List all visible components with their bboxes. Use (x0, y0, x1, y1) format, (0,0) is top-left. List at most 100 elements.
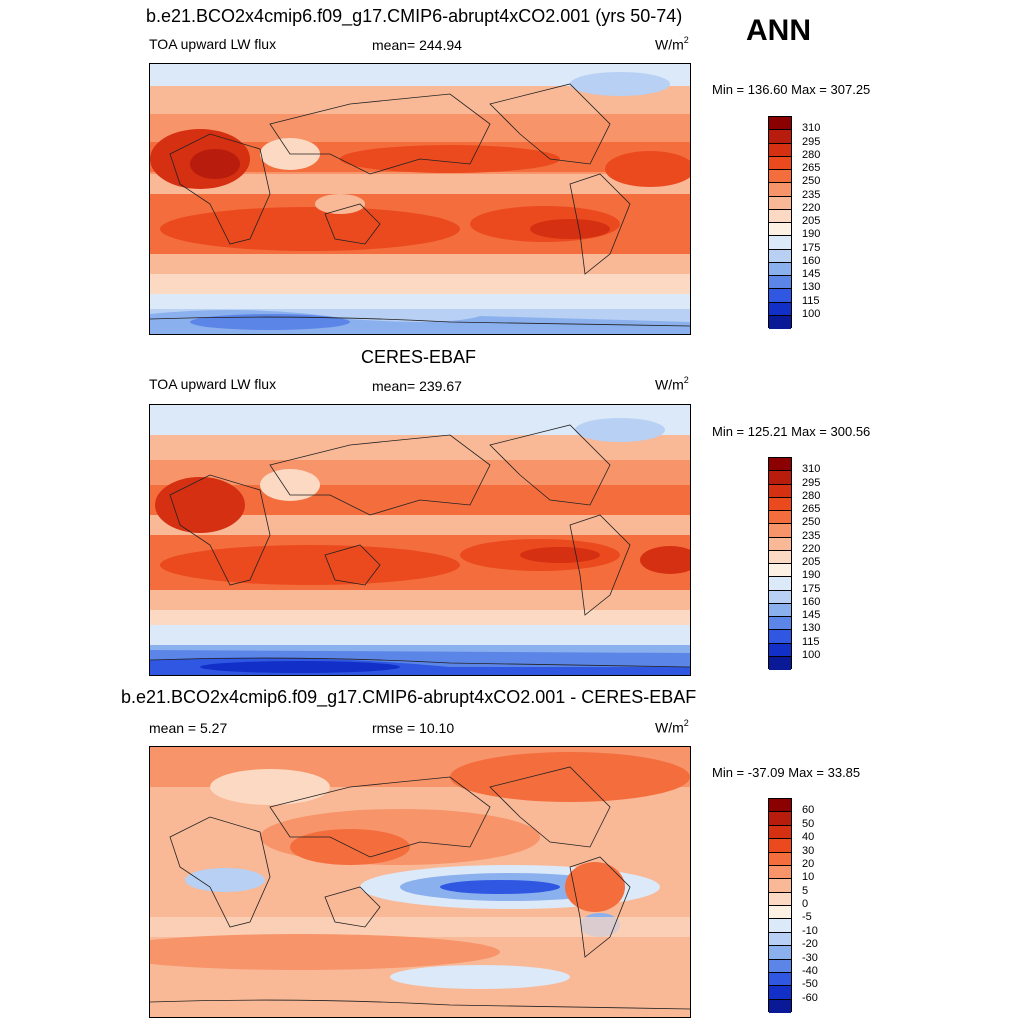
panel3-colorbar-tick-label: 50 (802, 817, 815, 830)
panel2-colorbar-tick-label: 145 (802, 609, 821, 621)
panel1-colorbar-swatch (769, 156, 791, 170)
panel3-colorbar-swatch (769, 946, 791, 960)
panel2-colorbar-tick-label: 265 (802, 503, 821, 515)
panel1-colorbar-tick-label: 160 (802, 254, 821, 267)
panel3-units: W/m2 (655, 718, 689, 736)
panel3-colorbar-swatch (769, 959, 791, 973)
panel2-colorbar-tick-label: 130 (802, 622, 821, 635)
panel3-colorbar-swatch (769, 812, 791, 826)
panel2-colorbar-swatch (769, 497, 791, 511)
panel2-colorbar-tick-label: 235 (802, 529, 821, 542)
panel2-colorbar-swatch (769, 524, 791, 538)
panel2-colorbar-tick-label: 205 (802, 556, 821, 568)
panel2-colorbar-tick-label: 280 (802, 489, 821, 502)
panel3-colorbar-tick-label: -50 (802, 978, 818, 991)
panel1-colorbar-tick-label: 280 (802, 148, 821, 161)
panel1-title: b.e21.BCO2x4cmip6.f09_g17.CMIP6-abrupt4x… (146, 6, 683, 26)
panel1-variable-label: TOA upward LW flux (149, 36, 277, 52)
panel2-colorbar-tick-label: 250 (802, 516, 821, 529)
panel2-colorbar-swatch (769, 564, 791, 578)
panel2-colorbar-tick-label: 220 (802, 542, 821, 555)
panel3-colorbar-swatch (769, 825, 791, 840)
season-label: ANN (746, 14, 811, 47)
panel2-title: CERES-EBAF (361, 347, 477, 367)
panel2-colorbar-tick-label: 190 (802, 569, 821, 582)
panel1-colorbar-swatch (769, 315, 791, 329)
panel1-colorbar-swatch (769, 170, 791, 184)
panel1-colorbar-tick-label: 175 (802, 241, 821, 254)
panel1-colorbar-tick-label: 310 (802, 122, 821, 135)
panel3-colorbar-swatch (769, 892, 791, 906)
panel3-rmse-label: rmse = 10.10 (372, 720, 455, 736)
panel3-colorbar-swatch (769, 919, 791, 933)
panel1-colorbar-swatch (769, 196, 791, 210)
panel2-colorbar-swatch (769, 577, 791, 591)
panel3-title: b.e21.BCO2x4cmip6.f09_g17.CMIP6-abrupt4x… (121, 687, 697, 707)
panel3-colorbar-tick-label: 30 (802, 844, 815, 857)
panel3-colorbar-tick-label: -60 (802, 991, 818, 1004)
panel2-colorbar-swatch (769, 656, 791, 670)
panel1-colorbar-tick-label: 295 (802, 135, 821, 148)
panel3-colorbar-tick-label: -40 (802, 964, 818, 977)
panel3-map (149, 746, 691, 1018)
panel1-colorbar-swatch (769, 209, 791, 223)
panel1-colorbar-swatch (769, 302, 791, 316)
panel2-colorbar (768, 457, 792, 670)
panel1-colorbar-swatch (769, 276, 791, 290)
panel1-colorbar-tick-label: 190 (802, 228, 821, 241)
panel1-colorbar-tick-label: 145 (802, 268, 821, 280)
panel1-colorbar-swatch (769, 183, 791, 197)
panel3-mean-label: mean = 5.27 (149, 720, 228, 736)
panel2-colorbar-swatch (769, 537, 791, 551)
panel1-mean-label: mean= 244.94 (372, 37, 462, 53)
panel1-colorbar-tick-label: 220 (802, 201, 821, 214)
panel3-colorbar-swatch (769, 986, 791, 1000)
panel2-colorbar-swatch (769, 643, 791, 657)
panel1-colorbar-swatch (769, 236, 791, 250)
panel2-colorbar-tick-label: 175 (802, 582, 821, 595)
panel2-colorbar-swatch (769, 590, 791, 604)
panel2-colorbar-swatch (769, 511, 791, 525)
panel1-colorbar-tick-label: 250 (802, 175, 821, 188)
panel2-colorbar-tick-label: 160 (802, 595, 821, 608)
panel3-colorbar-swatch (769, 999, 791, 1013)
panel3-colorbar-swatch (769, 932, 791, 947)
panel3-colorbar-tick-label: 40 (802, 831, 815, 844)
panel3-colorbar-swatch (769, 972, 791, 987)
panel2-colorbar-swatch (769, 630, 791, 644)
panel2-colorbar-tick-label: 100 (802, 648, 821, 661)
panel1-colorbar-swatch (769, 262, 791, 276)
panel3-colorbar-swatch (769, 865, 791, 880)
panel2-variable-label: TOA upward LW flux (149, 376, 277, 392)
panel1-colorbar-swatch (769, 223, 791, 237)
panel2-colorbar-swatch (769, 603, 791, 617)
panel3-colorbar-tick-label: -5 (802, 911, 812, 924)
panel1-colorbar-tick-label: 265 (802, 162, 821, 174)
panel3-colorbar-swatch (769, 839, 791, 853)
panel1-colorbar-tick-label: 235 (802, 188, 821, 201)
panel1-colorbar-swatch (769, 117, 791, 131)
panel3-colorbar-tick-label: -30 (802, 951, 818, 964)
panel1-colorbar-swatch (769, 289, 791, 303)
panel3-colorbar-swatch (769, 906, 791, 920)
panel3-minmax: Min = -37.09 Max = 33.85 (712, 765, 861, 780)
panel3-colorbar-tick-label: 10 (802, 871, 815, 884)
panel2-map (149, 404, 691, 676)
panel1-units: W/m2 (655, 35, 689, 53)
panel3-colorbar-tick-label: -20 (802, 938, 818, 951)
panel2-colorbar-tick-label: 115 (802, 635, 820, 648)
panel1-minmax: Min = 136.60 Max = 307.25 (712, 82, 871, 97)
panel1-colorbar-tick-label: 205 (802, 215, 821, 227)
panel3-colorbar-swatch (769, 879, 791, 893)
panel1-colorbar-tick-label: 100 (802, 307, 821, 320)
panel1-colorbar-swatch (769, 143, 791, 157)
panel1-colorbar (768, 116, 792, 329)
panel2-colorbar-tick-label: 310 (802, 463, 821, 476)
panel1-colorbar-swatch (769, 249, 791, 263)
panel3-colorbar-tick-label: 20 (802, 857, 815, 870)
panel1-map (149, 63, 691, 335)
panel3-colorbar (768, 798, 792, 1013)
panel2-colorbar-swatch (769, 617, 791, 631)
panel2-units: W/m2 (655, 375, 689, 393)
panel1-colorbar-tick-label: 130 (802, 281, 821, 294)
